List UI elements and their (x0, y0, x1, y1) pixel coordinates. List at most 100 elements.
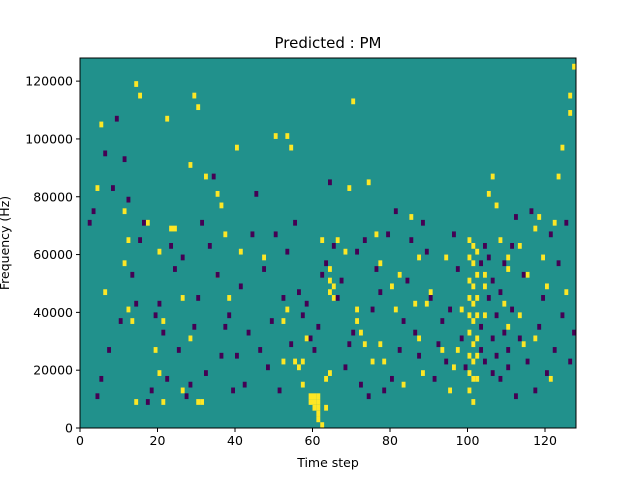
heatmap-cell-low (525, 358, 530, 365)
heatmap-cell-low (479, 347, 484, 353)
heatmap-cell-high (335, 237, 340, 243)
heatmap-cell-high (428, 289, 433, 296)
heatmap-cell-high (130, 318, 135, 324)
heatmap-cell-high (564, 289, 569, 296)
heatmap-cell-low (107, 347, 112, 353)
heatmap-cell-low (331, 243, 336, 249)
heatmap-cell-low (297, 289, 301, 296)
heatmap-cell-high (95, 185, 100, 191)
heatmap-cell-high (483, 271, 487, 278)
heatmap-cell-high (517, 243, 522, 249)
heatmap-cell-low (142, 219, 146, 226)
heatmap-cell-low (91, 208, 96, 215)
heatmap-cell-high (173, 225, 177, 232)
heatmap-cell-low (308, 335, 313, 342)
heatmap-cell-high (475, 312, 480, 319)
heatmap-cell-high (471, 341, 476, 348)
heatmap-cell-low (514, 214, 518, 220)
heatmap-cell-low (560, 312, 565, 319)
heatmap-cell-high (378, 260, 383, 267)
heatmap-cell-high (297, 364, 301, 371)
heatmap-cell-low (207, 243, 212, 249)
heatmap-cell-low (254, 190, 259, 197)
heatmap-cell-high (235, 144, 239, 151)
heatmap-cell-low (366, 393, 371, 400)
heatmap-cell-high (401, 381, 406, 388)
heatmap-cell-low (483, 358, 487, 365)
heatmap-cell-high (459, 306, 464, 313)
heatmap-cell-low (498, 375, 503, 382)
heatmap-cell-high (161, 318, 166, 324)
y-tick-label: 100000 (25, 131, 73, 146)
heatmap-cell-high (99, 121, 104, 128)
heatmap-cell-high (378, 341, 383, 348)
heatmap-cell-low (188, 381, 193, 388)
heatmap-cell-high (572, 63, 577, 70)
heatmap-cell-low (300, 312, 305, 319)
heatmap-cell-low (235, 352, 239, 359)
heatmap-cell-high (285, 306, 290, 313)
y-tick-label: 80000 (33, 189, 73, 204)
heatmap-cell-high (316, 393, 321, 400)
heatmap-cell-high (215, 190, 220, 197)
heatmap-cell-high (126, 237, 131, 243)
heatmap-cell-high (506, 254, 511, 261)
heatmap-cell-low (95, 393, 100, 400)
heatmap-cell-high (486, 190, 491, 197)
heatmap-cell-low (494, 352, 499, 359)
heatmap-cell-high (390, 283, 394, 290)
heatmap-cell-high (483, 283, 487, 290)
heatmap-cell-low (153, 312, 158, 319)
heatmap-cell-low (238, 283, 243, 290)
heatmap-cell-low (409, 237, 414, 243)
heatmap-cell-high (471, 358, 476, 365)
heatmap-cell-high (467, 254, 472, 261)
heatmap-cell-low (502, 260, 507, 267)
heatmap-cell-low (432, 375, 437, 382)
heatmap-cell-high (312, 404, 317, 411)
heatmap-cell-low (502, 329, 507, 336)
heatmap-cell-high (308, 399, 313, 405)
heatmap-cell-high (397, 271, 402, 278)
heatmap-cell-low (490, 370, 495, 376)
heatmap-cell-low (304, 300, 309, 307)
heatmap-cell-low (490, 335, 495, 342)
heatmap-cell-high (122, 208, 127, 215)
x-axis-ticks: 0 20 40 60 80 100 120 (76, 428, 557, 448)
heatmap-cell-low (374, 266, 379, 272)
heatmap-cell-high (417, 254, 422, 261)
heatmap-cell-high (467, 295, 472, 301)
heatmap-cell-low (126, 196, 131, 203)
heatmap-cell-low (173, 266, 177, 272)
heatmap-cell-low (343, 364, 348, 371)
heatmap-cell-high (145, 219, 150, 226)
heatmap-cell-low (157, 300, 162, 307)
heatmap-cell-high (366, 179, 371, 186)
heatmap-cell-high (506, 266, 511, 272)
heatmap-cell-high (138, 92, 143, 99)
heatmap-cell-high (421, 370, 425, 376)
heatmap-cell-high (471, 318, 476, 324)
heatmap-cell-low (111, 185, 115, 191)
heatmap-cell-high (312, 393, 317, 400)
x-tick-label: 80 (382, 433, 398, 448)
heatmap-cell-high (552, 219, 557, 226)
heatmap-cell-high (328, 289, 332, 296)
x-axis-label: Time step (296, 455, 359, 470)
heatmap-cell-low (219, 352, 224, 359)
heatmap-cell-low (556, 260, 561, 267)
heatmap-cell-low (316, 323, 321, 330)
heatmap-cell-low (424, 248, 429, 255)
heatmap-cell-high (157, 248, 162, 255)
heatmap-cell-low (242, 381, 247, 388)
heatmap-cell-low (184, 393, 189, 400)
heatmap-cell-low (370, 306, 375, 313)
heatmap-cell-high (494, 202, 499, 209)
heatmap-cell-low (262, 266, 267, 272)
heatmap-cell-high (393, 306, 398, 313)
heatmap-cell-low (211, 173, 216, 180)
heatmap-cell-high (355, 318, 360, 324)
heatmap-cell-low (417, 352, 422, 359)
heatmap-cell-high (533, 225, 538, 232)
heatmap-cell-high (525, 271, 530, 278)
